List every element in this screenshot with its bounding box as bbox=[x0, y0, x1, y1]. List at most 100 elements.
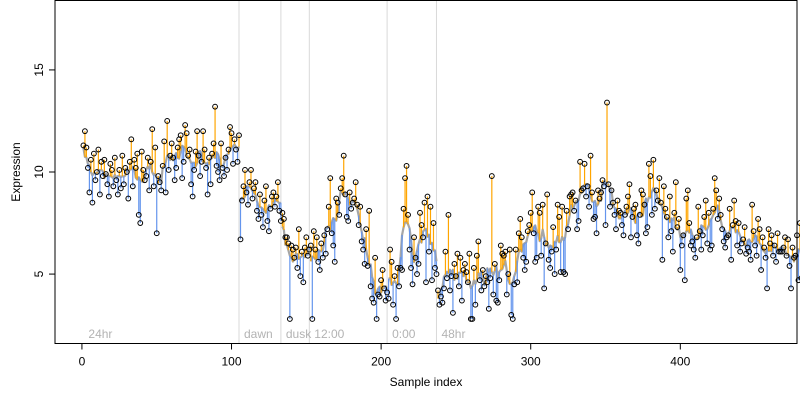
data-point bbox=[482, 273, 489, 280]
data-point bbox=[295, 226, 302, 233]
data-point bbox=[207, 181, 214, 188]
data-point bbox=[553, 246, 560, 253]
data-point bbox=[515, 230, 522, 237]
data-point bbox=[469, 316, 476, 322]
data-point bbox=[629, 214, 636, 220]
data-point bbox=[490, 291, 497, 298]
data-point bbox=[111, 154, 118, 161]
data-point bbox=[179, 175, 186, 182]
data-point bbox=[201, 146, 208, 153]
data-point bbox=[86, 189, 93, 196]
data-point bbox=[255, 216, 262, 222]
y-axis: 5 10 15 bbox=[32, 63, 55, 277]
data-point bbox=[454, 250, 461, 257]
data-point bbox=[105, 193, 112, 200]
data-point bbox=[340, 152, 347, 159]
data-point bbox=[583, 193, 589, 200]
data-point bbox=[406, 246, 413, 253]
data-point bbox=[146, 187, 153, 194]
data-point bbox=[459, 297, 465, 304]
data-point bbox=[85, 165, 91, 171]
data-point bbox=[231, 136, 238, 143]
data-point bbox=[749, 201, 756, 208]
data-point bbox=[674, 224, 681, 231]
data-point bbox=[717, 211, 724, 218]
data-point bbox=[690, 246, 697, 253]
data-point bbox=[785, 236, 791, 243]
data-point bbox=[617, 209, 624, 216]
data-point bbox=[246, 179, 253, 186]
data-point bbox=[641, 201, 648, 208]
x-tick-label: 0 bbox=[79, 355, 86, 369]
data-point bbox=[137, 220, 144, 226]
data-point bbox=[550, 224, 557, 231]
data-point bbox=[545, 256, 552, 263]
data-point bbox=[197, 173, 204, 179]
data-point bbox=[119, 152, 126, 159]
data-point bbox=[451, 260, 458, 267]
data-point bbox=[273, 193, 280, 200]
data-point bbox=[264, 218, 271, 224]
data-point bbox=[218, 140, 224, 147]
data-point bbox=[346, 189, 353, 196]
data-point bbox=[780, 244, 787, 251]
data-point bbox=[131, 156, 138, 163]
data-point bbox=[185, 152, 192, 159]
data-point bbox=[693, 234, 700, 241]
data-point bbox=[370, 299, 377, 306]
data-point bbox=[659, 256, 666, 263]
data-point bbox=[342, 191, 349, 198]
data-point bbox=[210, 140, 217, 147]
data-point bbox=[394, 265, 401, 271]
data-point bbox=[457, 254, 464, 261]
data-point bbox=[225, 146, 232, 153]
data-point bbox=[367, 283, 374, 290]
data-point bbox=[453, 273, 459, 280]
data-point bbox=[565, 226, 572, 233]
data-point bbox=[632, 201, 639, 208]
data-point bbox=[303, 234, 310, 241]
data-point bbox=[473, 252, 480, 259]
data-point bbox=[614, 197, 621, 204]
data-point bbox=[506, 246, 513, 253]
data-point bbox=[622, 211, 628, 218]
data-point bbox=[315, 258, 322, 265]
data-point bbox=[415, 260, 422, 267]
data-point bbox=[313, 234, 320, 241]
x-axis-label: Sample index bbox=[390, 375, 463, 389]
data-point bbox=[464, 279, 471, 286]
data-point bbox=[200, 128, 207, 135]
data-point bbox=[731, 197, 738, 204]
data-point bbox=[280, 216, 287, 222]
data-point bbox=[198, 158, 205, 165]
data-point bbox=[497, 242, 504, 249]
data-point bbox=[660, 183, 667, 190]
data-point bbox=[411, 234, 417, 241]
data-point bbox=[236, 132, 242, 139]
data-point bbox=[598, 189, 604, 196]
data-point bbox=[213, 162, 220, 169]
data-point bbox=[656, 175, 663, 182]
data-point bbox=[503, 291, 510, 298]
data-point bbox=[403, 162, 410, 169]
data-point bbox=[650, 156, 657, 163]
data-point bbox=[577, 158, 583, 165]
data-point bbox=[530, 230, 537, 237]
data-point bbox=[445, 211, 452, 218]
data-point bbox=[388, 258, 395, 265]
data-point bbox=[212, 103, 218, 110]
data-point bbox=[352, 179, 359, 186]
data-point bbox=[713, 187, 720, 194]
data-point bbox=[575, 218, 582, 224]
data-point bbox=[725, 232, 732, 239]
data-point bbox=[144, 154, 151, 161]
data-point bbox=[427, 203, 434, 210]
data-point bbox=[640, 191, 646, 198]
data-point bbox=[714, 216, 721, 222]
data-point bbox=[300, 279, 307, 286]
data-point bbox=[521, 267, 528, 273]
data-point bbox=[461, 260, 468, 267]
data-point bbox=[297, 273, 304, 280]
data-point bbox=[764, 285, 770, 292]
data-point bbox=[438, 293, 444, 300]
